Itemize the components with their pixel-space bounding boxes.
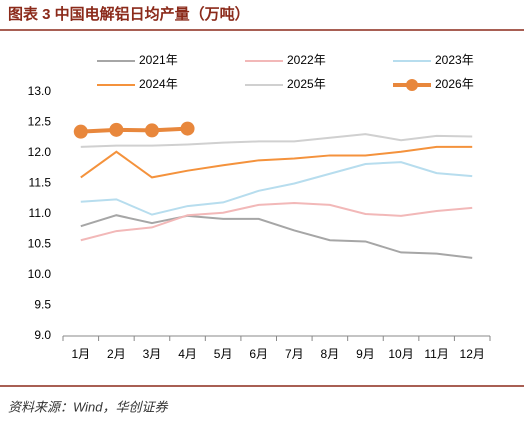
y-tick-label: 10.0 — [28, 267, 52, 281]
y-tick-label: 12.0 — [28, 145, 52, 159]
source: 资料来源：Wind，华创证券 — [8, 399, 169, 414]
series-line — [80, 202, 473, 242]
legend-label: 2023年 — [435, 53, 474, 67]
x-tick-label: 9月 — [356, 347, 375, 361]
series-line — [80, 145, 473, 179]
series-line — [80, 126, 188, 134]
y-tick-label: 13.0 — [28, 84, 52, 98]
legend-label: 2024年 — [139, 77, 178, 91]
x-tick-label: 8月 — [321, 347, 340, 361]
x-tick-label: 4月 — [178, 347, 197, 361]
point — [180, 121, 195, 136]
y-tick-label: 10.5 — [28, 237, 52, 251]
series-line — [80, 161, 473, 216]
y-tick-label: 11.5 — [29, 176, 52, 190]
legend-label: 2026年 — [435, 77, 474, 91]
x-tick-label: 6月 — [249, 347, 268, 361]
legend-marker — [406, 79, 418, 91]
x-tick-label: 12月 — [460, 347, 485, 361]
point — [73, 124, 88, 139]
x-tick-label: 2月 — [107, 347, 126, 361]
y-tick-label: 12.5 — [28, 115, 52, 129]
legend-label: 2025年 — [287, 77, 326, 91]
series-line — [80, 214, 473, 259]
chart-title: 图表 3 中国电解铝日均产量（万吨） — [8, 5, 250, 23]
x-tick-label: 11月 — [424, 347, 448, 361]
x-tick-label: 3月 — [143, 347, 162, 361]
x-tick-label: 7月 — [285, 347, 304, 361]
legend-label: 2022年 — [287, 53, 326, 67]
series-line — [80, 133, 473, 148]
point — [144, 123, 159, 138]
y-tick-label: 9.0 — [34, 328, 51, 342]
y-tick-label: 11.0 — [29, 206, 52, 220]
legend-label: 2021年 — [139, 53, 178, 67]
x-tick-label: 5月 — [214, 347, 233, 361]
y-tick-label: 9.5 — [34, 298, 51, 312]
point — [109, 122, 124, 137]
x-tick-label: 1月 — [71, 347, 90, 361]
x-tick-label: 10月 — [388, 347, 413, 361]
